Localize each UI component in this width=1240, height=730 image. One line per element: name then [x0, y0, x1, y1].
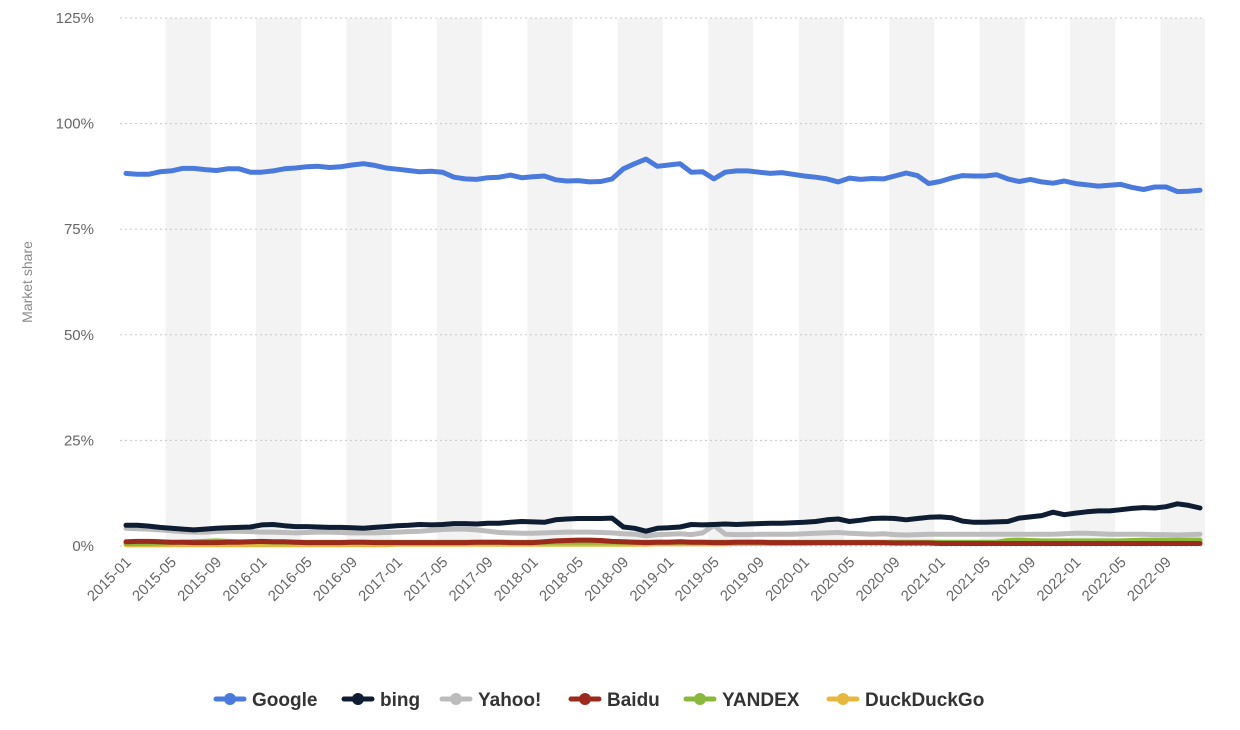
x-tick-label: 2015-05: [129, 554, 180, 605]
series-line-yahoo: [123, 522, 1203, 539]
series-lines: [123, 156, 1203, 548]
legend-marker: [579, 693, 591, 705]
legend-marker: [352, 693, 364, 705]
x-tick-label: 2018-09: [581, 554, 632, 605]
x-tick-label: 2018-05: [536, 554, 587, 605]
x-tick-label: 2020-09: [853, 554, 904, 605]
column-band: [256, 18, 302, 546]
x-tick-label: 2020-01: [762, 554, 813, 605]
legend-label: Google: [252, 690, 317, 711]
series-line-baidu: [123, 537, 1203, 546]
legend[interactable]: Google bing Yahoo! Baidu YANDEX DuckDuckGo: [213, 690, 984, 711]
x-axis-ticks: 2015-012015-052015-092016-012016-052016-…: [84, 554, 1175, 605]
legend-item-yandex[interactable]: YANDEX: [683, 690, 800, 711]
y-axis-ticks: 0% 25% 50% 75% 100% 125%: [56, 10, 94, 555]
x-tick-label: 2022-09: [1124, 554, 1175, 605]
legend-label: Baidu: [607, 690, 660, 711]
legend-label: YANDEX: [722, 690, 800, 711]
x-tick-label: 2016-01: [220, 554, 271, 605]
x-tick-label: 2017-01: [355, 554, 406, 605]
column-band: [346, 18, 392, 546]
y-axis-label: Market share: [19, 241, 35, 323]
series-line-google: [123, 156, 1203, 195]
column-band: [165, 18, 211, 546]
legend-marker: [224, 693, 236, 705]
column-band: [436, 18, 483, 546]
x-tick-label: 2015-09: [174, 554, 225, 605]
y-tick-label: 100%: [56, 116, 94, 133]
column-band: [1160, 18, 1205, 546]
x-tick-label: 2018-01: [491, 554, 542, 605]
column-band: [708, 18, 754, 546]
legend-marker: [694, 693, 706, 705]
column-bands: [165, 18, 1205, 546]
legend-item-bing[interactable]: bing: [341, 690, 420, 711]
x-tick-label: 2022-05: [1079, 554, 1130, 605]
column-band: [1069, 18, 1116, 546]
legend-item-yahoo[interactable]: Yahoo!: [439, 690, 541, 711]
y-tick-label: 50%: [64, 327, 94, 344]
column-band: [798, 18, 844, 546]
x-tick-label: 2016-05: [265, 554, 316, 605]
x-tick-label: 2021-01: [898, 554, 949, 605]
column-band: [617, 18, 663, 546]
x-tick-label: 2015-01: [84, 554, 135, 605]
x-tick-label: 2021-09: [988, 554, 1039, 605]
legend-item-google[interactable]: Google: [213, 690, 317, 711]
legend-label: DuckDuckGo: [865, 690, 984, 711]
legend-label: bing: [380, 690, 420, 711]
legend-label: Yahoo!: [478, 690, 541, 711]
x-tick-label: 2022-01: [1034, 554, 1085, 605]
x-tick-label: 2016-09: [310, 554, 361, 605]
x-tick-label: 2017-09: [446, 554, 497, 605]
legend-item-duckduckgo[interactable]: DuckDuckGo: [826, 690, 984, 711]
x-tick-label: 2019-05: [672, 554, 723, 605]
y-tick-label: 75%: [64, 221, 94, 238]
column-band: [979, 18, 1025, 546]
x-tick-label: 2017-05: [400, 554, 451, 605]
y-tick-label: 25%: [64, 432, 94, 449]
legend-marker: [450, 693, 462, 705]
x-tick-label: 2019-09: [717, 554, 768, 605]
column-band: [889, 18, 935, 546]
column-band: [527, 18, 573, 546]
x-tick-label: 2019-01: [627, 554, 678, 605]
legend-marker: [837, 693, 849, 705]
x-tick-label: 2020-05: [807, 554, 858, 605]
series-line-bing: [123, 501, 1203, 534]
legend-item-baidu[interactable]: Baidu: [568, 690, 660, 711]
y-tick-label: 0%: [72, 538, 94, 555]
y-tick-label: 125%: [56, 10, 94, 27]
x-tick-label: 2021-05: [943, 554, 994, 605]
